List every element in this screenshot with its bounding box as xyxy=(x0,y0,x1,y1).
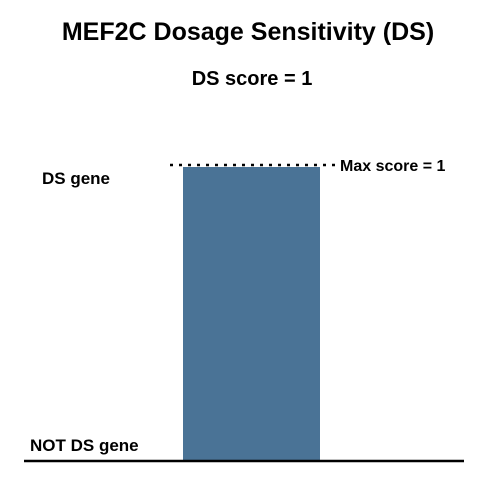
chart-subtitle: DS score = 1 xyxy=(192,68,313,90)
chart-title: MEF2C Dosage Sensitivity (DS) xyxy=(62,18,434,46)
bar-mef2c xyxy=(183,167,320,461)
not-ds-gene-label: NOT DS gene xyxy=(30,436,139,455)
max-score-label: Max score = 1 xyxy=(340,158,446,175)
ds-gene-label: DS gene xyxy=(42,169,110,188)
